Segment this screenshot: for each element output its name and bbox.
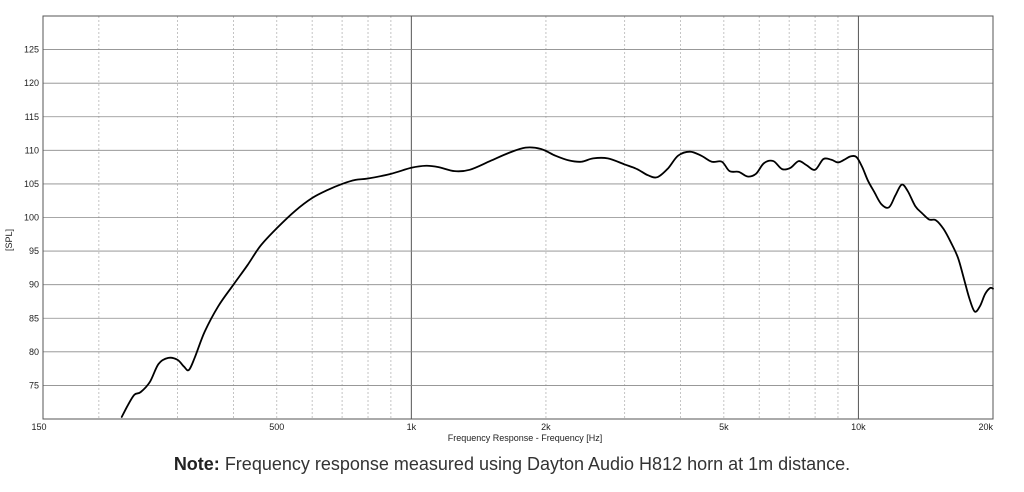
y-tick-label: 100 (24, 213, 39, 223)
y-tick-label: 120 (24, 78, 39, 88)
y-tick-label: 80 (29, 347, 39, 357)
major-gridlines (43, 16, 993, 419)
x-axis-label: Frequency Response - Frequency [Hz] (448, 433, 603, 443)
frequency-response-chart: 75 80 85 90 95 100 105 110 115 120 125 150 500 1k 2k 5… (4, 15, 994, 443)
caption-text: Frequency response measured using Dayton… (219, 454, 851, 474)
y-tick-label: 90 (29, 280, 39, 290)
y-tick-label: 85 (29, 313, 39, 323)
x-tick-label: 150 (31, 422, 46, 432)
x-tick-label: 500 (269, 422, 284, 432)
x-tick-label: 1k (407, 422, 417, 432)
y-tick-label: 115 (25, 112, 39, 122)
y-axis-label: [SPL] (4, 229, 14, 251)
x-tick-label: 5k (719, 422, 729, 432)
plot-frame (42, 15, 994, 420)
y-tick-label: 95 (29, 246, 39, 256)
chart-caption: Note: Frequency response measured using … (0, 454, 1024, 475)
y-tick-label: 105 (24, 179, 39, 189)
x-tick-labels: 150 500 1k 2k 5k 10k 20k (31, 422, 993, 432)
series-layer (120, 146, 994, 418)
y-tick-labels: 75 80 85 90 95 100 105 110 115 120 125 (24, 45, 39, 391)
caption-note-label: Note: (173, 454, 220, 474)
y-tick-label: 125 (24, 45, 39, 55)
x-tick-label: 10k (851, 422, 866, 432)
x-tick-label: 20k (978, 422, 993, 432)
y-tick-label: 75 (29, 380, 39, 390)
y-tick-label: 110 (25, 145, 39, 155)
x-tick-label: 2k (541, 422, 551, 432)
spl-response-line (120, 146, 994, 418)
